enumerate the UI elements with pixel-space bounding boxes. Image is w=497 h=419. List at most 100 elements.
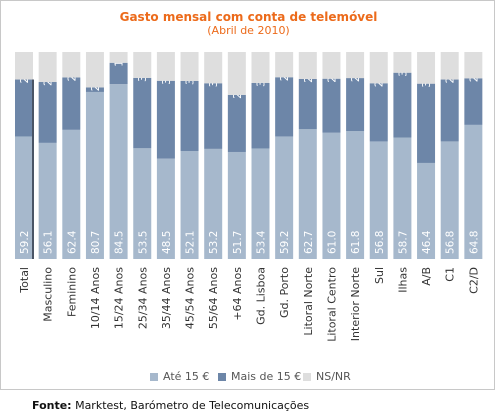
bar-segment-1-4 bbox=[109, 62, 128, 85]
legend-swatch-nsnr bbox=[303, 373, 311, 381]
category-label-1: Masculino bbox=[42, 267, 55, 322]
bar-segment-0-12 bbox=[298, 129, 317, 259]
bar-segment-0-14 bbox=[346, 131, 365, 259]
bar-segment-2-9 bbox=[227, 52, 246, 95]
source-label: Fonte: bbox=[32, 399, 72, 412]
legend-swatch-ate-15 bbox=[150, 373, 158, 381]
category-label-6: 35/44 Anos bbox=[160, 267, 173, 329]
bar-segment-1-15 bbox=[369, 83, 388, 142]
bar-segment-2-11 bbox=[275, 52, 294, 78]
data-label-0-13: 61.0 bbox=[326, 231, 338, 254]
bar-segment-1-18 bbox=[440, 79, 459, 142]
data-label-0-5: 53.5 bbox=[137, 231, 149, 254]
category-label-17: A/B bbox=[420, 267, 433, 286]
category-label-18: C1 bbox=[444, 267, 457, 282]
legend-item-mais-15: Mais de 15 € bbox=[218, 370, 301, 383]
category-label-3: 10/14 Anos bbox=[89, 267, 102, 329]
bar-segment-2-6 bbox=[156, 52, 175, 81]
category-label-11: Gd. Porto bbox=[278, 267, 291, 318]
category-label-10: Gd. Lisboa bbox=[255, 267, 268, 325]
bar-segment-1-5 bbox=[133, 77, 152, 149]
bar-segment-2-0 bbox=[15, 52, 33, 80]
bar-segment-0-5 bbox=[133, 148, 152, 259]
bar-segment-2-12 bbox=[298, 52, 317, 79]
legend-item-ate-15: Até 15 € bbox=[150, 370, 209, 383]
bar-segment-1-8 bbox=[204, 83, 223, 149]
bar-segment-0-3 bbox=[85, 91, 104, 259]
data-label-0-4: 84.5 bbox=[114, 231, 126, 254]
bar-segment-1-7 bbox=[180, 80, 199, 152]
bar-segment-1-12 bbox=[298, 78, 317, 130]
bar-segment-2-3 bbox=[85, 52, 104, 88]
legend-item-nsnr: NS/NR bbox=[303, 370, 351, 383]
bar-segment-1-14 bbox=[346, 78, 365, 132]
data-label-0-9: 51.7 bbox=[232, 231, 244, 254]
category-label-9: +64 Anos bbox=[231, 267, 244, 321]
data-label-0-19: 64.8 bbox=[468, 231, 480, 254]
bar-segment-0-1 bbox=[38, 142, 57, 259]
bar-segment-2-19 bbox=[464, 52, 483, 79]
category-label-13: Litoral Centro bbox=[325, 267, 338, 342]
bar-segment-0-0 bbox=[15, 136, 33, 259]
bar-segment-1-16 bbox=[393, 72, 412, 138]
data-label-0-2: 62.4 bbox=[66, 230, 78, 254]
stacked-bar-chart: 59.227.5Total56.129.4Masculino62.425.3Fe… bbox=[15, 52, 483, 342]
data-label-0-17: 46.4 bbox=[421, 230, 433, 254]
legend-label-mais-15: Mais de 15 € bbox=[231, 370, 302, 383]
category-label-2: Feminino bbox=[65, 267, 78, 317]
bar-segment-2-18 bbox=[440, 52, 459, 80]
category-label-19: C2/D bbox=[467, 267, 480, 294]
bar-segment-0-18 bbox=[440, 141, 459, 259]
total-bar-edge bbox=[32, 79, 34, 259]
bar-segment-2-15 bbox=[369, 52, 388, 84]
data-label-0-10: 53.4 bbox=[256, 230, 268, 254]
bar-segment-0-16 bbox=[393, 137, 412, 259]
bar-segment-2-10 bbox=[251, 52, 270, 83]
category-label-0: Total bbox=[18, 267, 31, 294]
chart-title: Gasto mensal com conta de telemóvel bbox=[119, 10, 378, 24]
bar-segment-0-19 bbox=[464, 124, 483, 259]
bar-segment-1-1 bbox=[38, 82, 57, 143]
bar-segment-2-1 bbox=[38, 52, 57, 83]
data-label-0-6: 48.5 bbox=[161, 231, 173, 254]
category-label-12: Litoral Norte bbox=[302, 267, 315, 336]
data-label-0-18: 56.8 bbox=[445, 231, 457, 254]
bar-segment-0-8 bbox=[204, 148, 223, 259]
bar-segment-2-2 bbox=[62, 52, 81, 78]
data-label-0-8: 53.2 bbox=[208, 231, 220, 254]
legend-label-nsnr: NS/NR bbox=[316, 370, 351, 383]
data-label-0-14: 61.8 bbox=[350, 231, 362, 254]
category-label-15: Sul bbox=[373, 267, 386, 284]
legend-swatch-mais-15 bbox=[218, 373, 226, 381]
bar-segment-0-6 bbox=[156, 158, 175, 259]
source-note: Fonte: Marktest, Barómetro de Telecomuni… bbox=[32, 399, 309, 412]
bar-segment-0-13 bbox=[322, 132, 341, 259]
chart-frame bbox=[0, 0, 495, 390]
bar-segment-2-4 bbox=[109, 52, 128, 63]
bar-segment-1-17 bbox=[417, 83, 436, 163]
bar-segment-1-10 bbox=[251, 82, 270, 149]
bar-segment-0-2 bbox=[62, 129, 81, 259]
data-label-0-1: 56.1 bbox=[43, 231, 55, 254]
data-label-0-11: 59.2 bbox=[279, 231, 291, 254]
category-label-8: 55/64 Anos bbox=[207, 267, 220, 329]
data-label-0-0: 59.2 bbox=[19, 231, 31, 254]
bar-segment-1-13 bbox=[322, 78, 341, 133]
bar-segment-0-10 bbox=[251, 148, 270, 259]
bar-segment-0-15 bbox=[369, 141, 388, 259]
data-label-0-3: 80.7 bbox=[90, 231, 102, 254]
bar-segment-1-2 bbox=[62, 77, 81, 130]
bar-segment-0-11 bbox=[275, 136, 294, 259]
bar-segment-0-7 bbox=[180, 151, 199, 259]
category-label-5: 25/34 Anos bbox=[136, 267, 149, 329]
bar-segment-2-8 bbox=[204, 52, 223, 84]
bar-segment-2-14 bbox=[346, 52, 365, 79]
legend-label-ate-15: Até 15 € bbox=[163, 370, 210, 383]
data-label-0-12: 62.7 bbox=[303, 231, 315, 254]
bar-segment-2-5 bbox=[133, 52, 152, 78]
chart-subtitle: (Abril de 2010) bbox=[207, 24, 290, 37]
bar-segment-1-11 bbox=[275, 77, 294, 137]
category-label-4: 15/24 Anos bbox=[113, 267, 126, 329]
data-label-0-16: 58.7 bbox=[397, 231, 409, 254]
bar-segment-2-13 bbox=[322, 52, 341, 79]
